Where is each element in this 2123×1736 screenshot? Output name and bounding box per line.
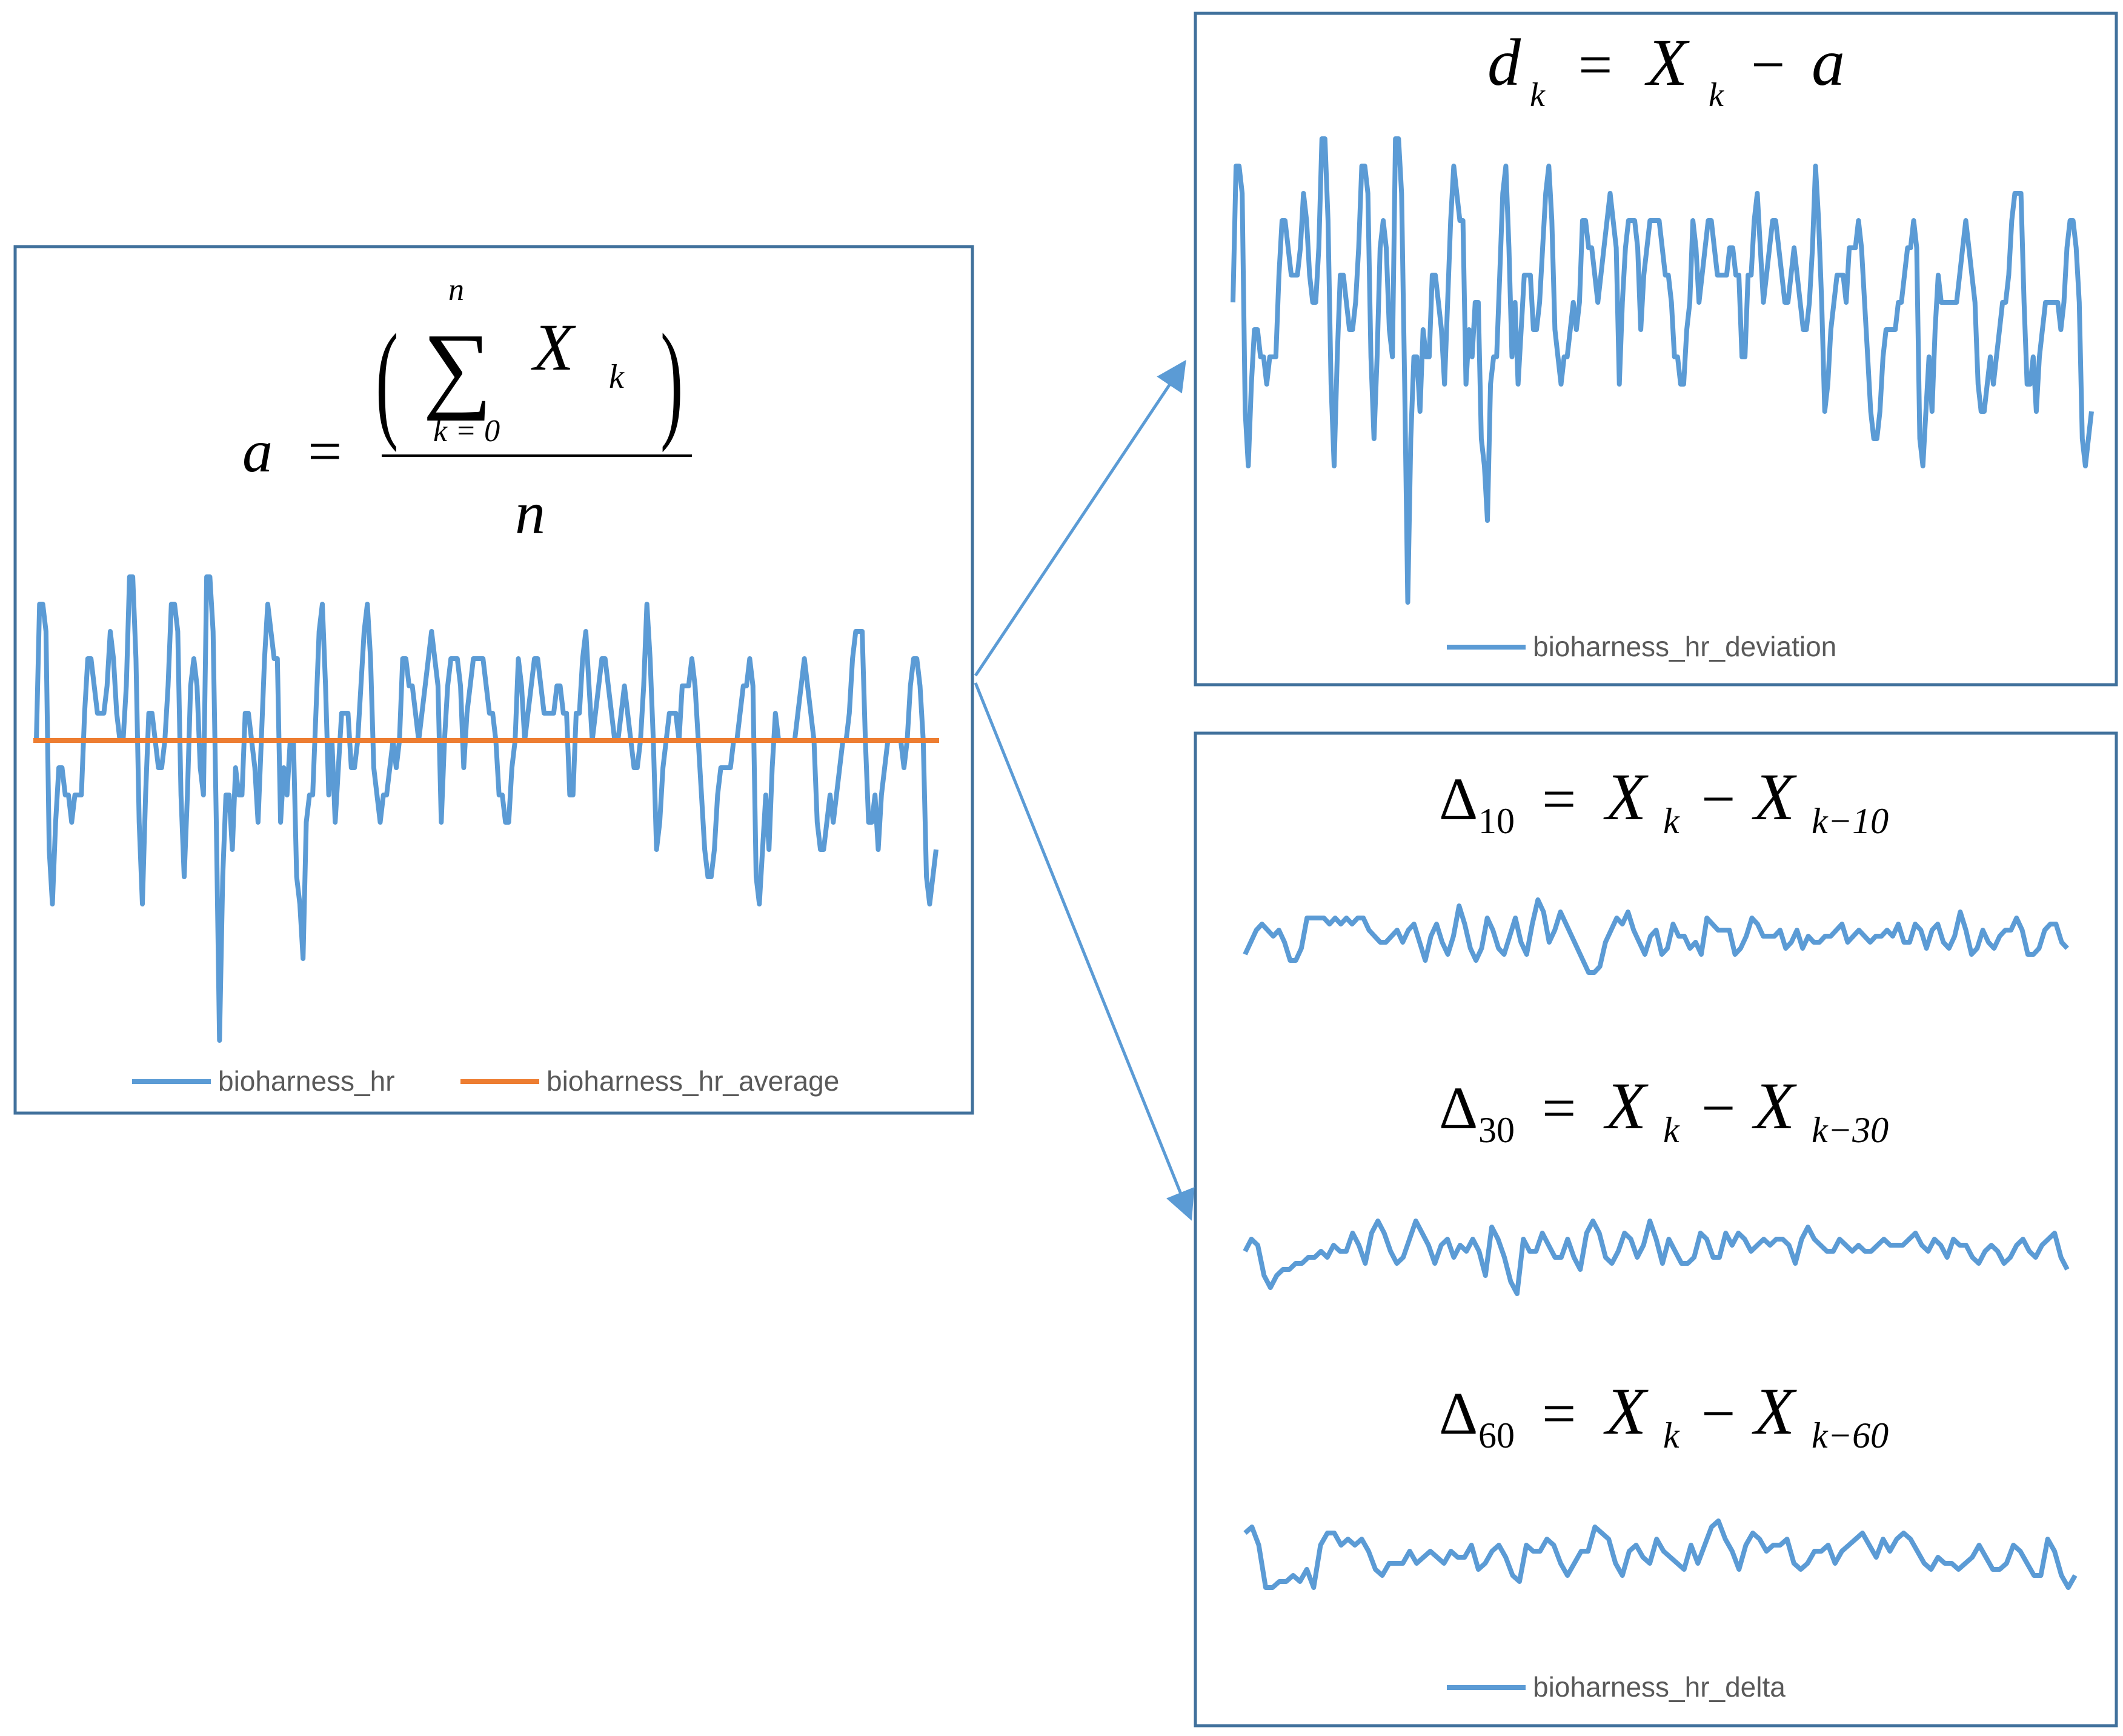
delta30-t2-sub: k−30: [1812, 1110, 1889, 1150]
legend-label-bioharness-hr-average: bioharness_hr_average: [547, 1065, 839, 1097]
deviation-term: X: [1644, 25, 1690, 99]
sum-term: X: [531, 310, 576, 384]
delta30-equals: =: [1542, 1074, 1576, 1142]
formula-denominator: n: [515, 479, 545, 547]
series-line-delta60: [1243, 1518, 2078, 1590]
deviation-panel-border: [1194, 12, 2118, 687]
delta60-t2-sub: k−60: [1812, 1415, 1889, 1455]
delta60-formula: Δ 60 = X k − X k−60: [1439, 1374, 1889, 1455]
deviation-term-sub: k: [1709, 76, 1724, 114]
sum-term-sub: k: [609, 358, 625, 396]
delta10-equals: =: [1542, 765, 1576, 833]
deviation-rhs: a: [1812, 25, 1845, 99]
deviation-minus: −: [1751, 31, 1785, 98]
delta-panel-border: [1194, 731, 2118, 1728]
delta10-t1-sub: k: [1663, 801, 1680, 841]
delta60-t1-sub: k: [1663, 1415, 1680, 1455]
formula-equals: =: [308, 417, 342, 485]
delta10-lhs-sub: 10: [1478, 801, 1515, 841]
delta10-t1: X: [1603, 760, 1649, 834]
delta30-t1-sub: k: [1663, 1110, 1680, 1150]
sum-upper-limit: n: [448, 273, 464, 307]
deviation-equals: =: [1578, 31, 1612, 98]
deviation-lhs: d: [1487, 25, 1521, 99]
delta60-lhs: Δ: [1439, 1380, 1478, 1447]
legend-label-delta: bioharness_hr_delta: [1533, 1671, 1786, 1703]
delta60-t1: X: [1603, 1374, 1649, 1448]
delta10-t2-sub: k−10: [1812, 801, 1889, 841]
formula-lhs: a: [242, 417, 273, 485]
series-line-bioharness-hr: [34, 574, 939, 1043]
delta10-t2: X: [1752, 760, 1797, 834]
delta60-lhs-sub: 60: [1478, 1415, 1515, 1455]
legend-label-bioharness-hr: bioharness_hr: [218, 1065, 395, 1097]
delta10-minus: −: [1701, 765, 1735, 833]
series-line-delta10: [1243, 897, 2069, 975]
delta30-formula: Δ 30 = X k − X k−30: [1439, 1069, 1889, 1150]
delta30-t2: X: [1752, 1069, 1797, 1143]
delta10-formula: Δ 10 = X k − X k−10: [1439, 760, 1889, 841]
average-panel-border: [13, 245, 974, 1115]
average-formula: a = ( ) n ∑ k = 0 X k n: [242, 273, 692, 547]
delta30-lhs: Δ: [1439, 1074, 1478, 1142]
arrow-to-deviation: [974, 359, 1186, 677]
arrow-to-delta: [974, 682, 1195, 1221]
average-legend: bioharness_hr bioharness_hr_average: [132, 1065, 839, 1097]
delta60-minus: −: [1701, 1380, 1735, 1447]
deviation-formula: d k = X k − a: [1487, 25, 1845, 114]
series-line-delta30: [1243, 1219, 2070, 1296]
formula-paren-right: ): [660, 308, 683, 453]
delta30-lhs-sub: 30: [1478, 1110, 1515, 1150]
delta60-equals: =: [1542, 1380, 1576, 1447]
delta-legend: bioharness_hr_delta: [1447, 1671, 1786, 1703]
legend-label-deviation: bioharness_hr_deviation: [1533, 631, 1836, 662]
delta30-t1: X: [1603, 1069, 1649, 1143]
formula-paren-left: (: [376, 308, 398, 453]
sum-symbol: ∑: [423, 313, 492, 421]
deviation-legend: bioharness_hr_deviation: [1447, 631, 1836, 662]
deviation-lhs-sub: k: [1530, 76, 1546, 114]
sum-lower-limit: k = 0: [433, 414, 500, 448]
delta30-minus: −: [1701, 1074, 1735, 1142]
delta10-lhs: Δ: [1439, 765, 1478, 833]
series-line-bioharness-hr-deviation: [1231, 136, 2094, 605]
delta60-t2: X: [1752, 1374, 1797, 1448]
